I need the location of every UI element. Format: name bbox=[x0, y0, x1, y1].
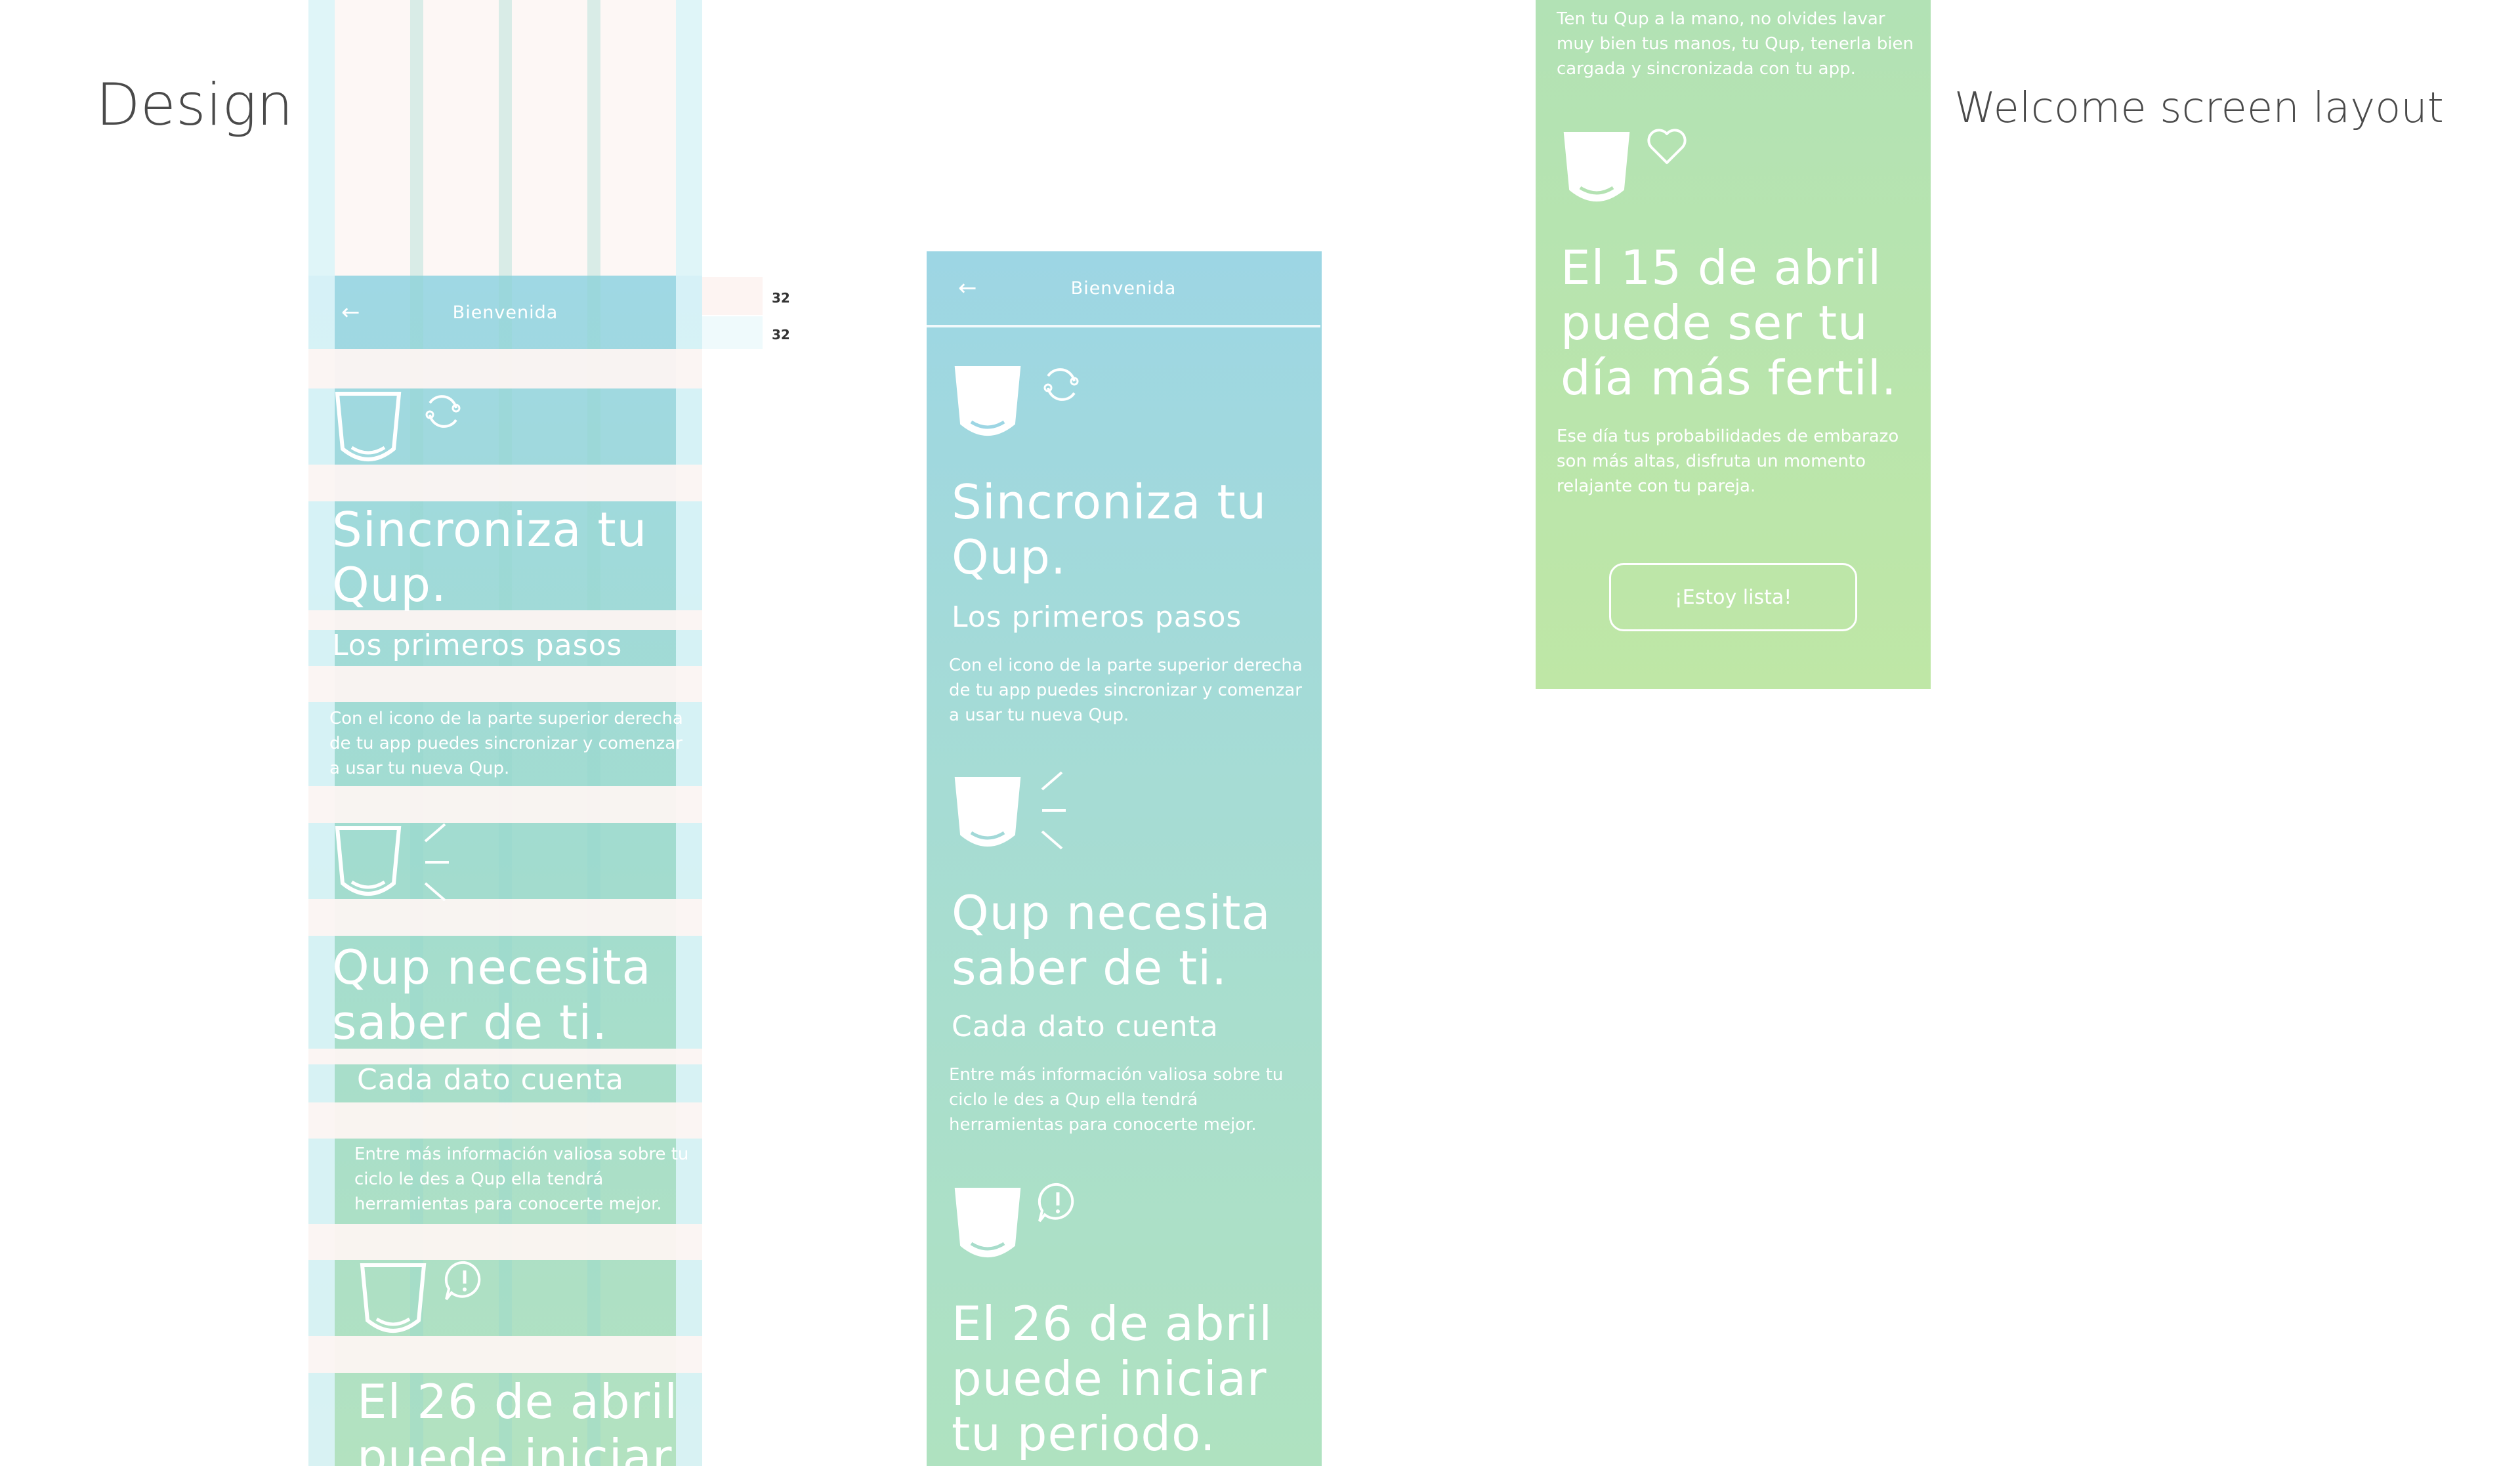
section-title: puede iniciar bbox=[357, 1429, 673, 1466]
design-top-bar: ← Bienvenida bbox=[308, 276, 702, 349]
spacing-band bbox=[308, 666, 702, 702]
arrow-left-icon[interactable]: ← bbox=[958, 275, 977, 301]
spacing-label: 32 bbox=[772, 290, 790, 306]
top-bar: ← Bienvenida bbox=[927, 251, 1320, 325]
spacing-band bbox=[308, 899, 702, 936]
section-title: Sincroniza tu bbox=[952, 474, 1267, 530]
sync-icon[interactable] bbox=[1038, 362, 1084, 408]
arrow-left-icon[interactable]: ← bbox=[341, 299, 360, 325]
cup-icon bbox=[954, 366, 1021, 436]
welcome-intro: Ten tu Qup a la mano, no olvides lavar m… bbox=[1557, 9, 1914, 79]
grid-margin-right bbox=[676, 0, 702, 1466]
spacing-band bbox=[308, 610, 702, 630]
spacing-band bbox=[308, 465, 702, 501]
spacing-band bbox=[308, 1224, 702, 1260]
grid-margin-left bbox=[308, 0, 335, 1466]
section-title: Qup necesita bbox=[952, 885, 1271, 940]
section-body: Entre más información valiosa sobre tu c… bbox=[354, 1144, 689, 1214]
welcome-title: El 15 de abril bbox=[1561, 240, 1882, 295]
alert-bubble-icon bbox=[1038, 1183, 1074, 1223]
section-subtitle: Cada dato cuenta bbox=[357, 1063, 624, 1097]
welcome-phone-screen: Ten tu Qup a la mano, no olvides lavar m… bbox=[1536, 0, 1931, 689]
section-title: tu periodo. bbox=[952, 1406, 1216, 1461]
ready-button[interactable]: ¡Estoy lista! bbox=[1609, 563, 1857, 631]
spacing-band bbox=[308, 1049, 702, 1064]
spacing-label: 32 bbox=[772, 327, 790, 343]
section-body: Con el icono de la parte superior derech… bbox=[949, 656, 1303, 725]
spacing-marker bbox=[702, 277, 763, 315]
main-phone-screen: ← Bienvenida Sincroniza tu Qup. Los prim… bbox=[927, 251, 1322, 1466]
cup-icon bbox=[1563, 132, 1630, 201]
cup-icon bbox=[335, 392, 402, 461]
section-title: Qup necesita bbox=[332, 940, 652, 995]
welcome-title: día más fertil. bbox=[1561, 350, 1897, 406]
top-bar-divider bbox=[927, 325, 1320, 327]
section-title: Qup. bbox=[952, 530, 1066, 585]
cup-icon bbox=[360, 1263, 427, 1333]
section-title: El 26 de abril bbox=[952, 1296, 1273, 1351]
signal-rays-icon bbox=[1041, 771, 1066, 850]
spacing-band bbox=[308, 786, 702, 823]
spacing-band bbox=[308, 1102, 702, 1139]
section-title: El 26 de abril bbox=[357, 1374, 679, 1429]
cup-icon bbox=[954, 1188, 1021, 1257]
spacing-band bbox=[308, 349, 702, 388]
section-title: puede iniciar bbox=[952, 1351, 1267, 1406]
section-body: Entre más información valiosa sobre tu c… bbox=[949, 1065, 1284, 1135]
section-subtitle: Los primeros pasos bbox=[952, 600, 1242, 634]
section-subtitle: Los primeros pasos bbox=[332, 629, 623, 662]
section-title: Qup. bbox=[332, 557, 447, 612]
welcome-title: puede ser tu bbox=[1561, 295, 1868, 350]
section-subtitle: Cada dato cuenta bbox=[952, 1010, 1219, 1043]
section-title: saber de ti. bbox=[332, 995, 608, 1050]
heart-icon[interactable] bbox=[1646, 127, 1688, 165]
top-bar-title: Bienvenida bbox=[452, 302, 558, 323]
sync-icon bbox=[425, 395, 461, 428]
signal-rays-icon bbox=[424, 823, 449, 902]
cup-icon bbox=[335, 826, 402, 896]
spacing-band bbox=[308, 1336, 702, 1373]
section-title: saber de ti. bbox=[952, 940, 1228, 995]
alert-bubble-icon bbox=[444, 1261, 481, 1301]
welcome-layout-heading: Welcome screen layout bbox=[1954, 84, 2444, 133]
section-title: Sincroniza tu bbox=[332, 502, 648, 557]
section-body: Con el icono de la parte superior derech… bbox=[329, 709, 683, 778]
top-margin-area bbox=[308, 0, 702, 276]
cup-icon bbox=[954, 777, 1021, 847]
top-bar-title: Bienvenida bbox=[1070, 278, 1177, 299]
design-system-phone: ← Bienvenida Sincroniza tu Qup. Los prim… bbox=[308, 0, 702, 1466]
welcome-body: Ese día tus probabilidades de embarazo s… bbox=[1557, 427, 1899, 496]
spacing-marker bbox=[702, 316, 763, 349]
